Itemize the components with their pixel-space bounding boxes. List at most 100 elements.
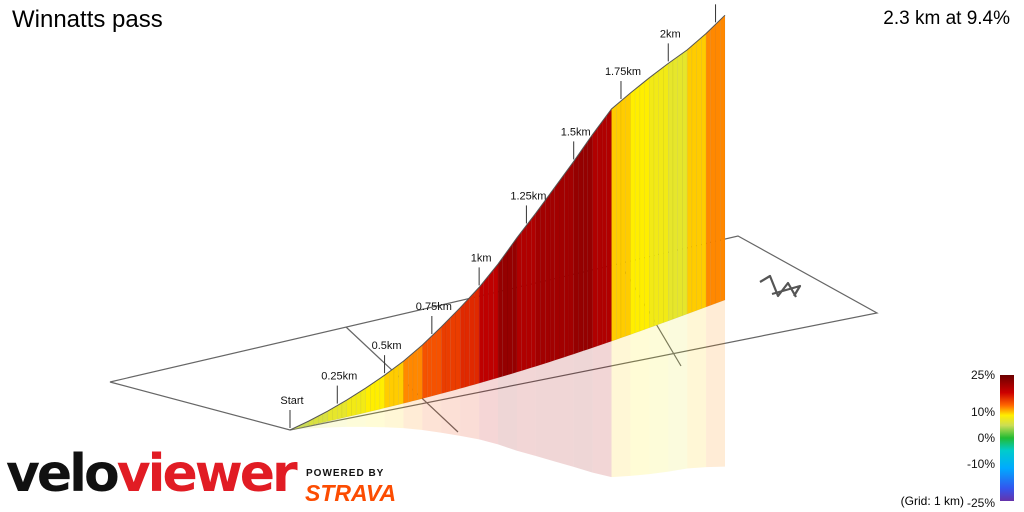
profile-segment	[540, 199, 546, 366]
profile-segment	[431, 330, 437, 397]
distance-marker: 1.75km	[605, 66, 641, 100]
distance-marker-label: 2km	[660, 28, 681, 40]
profile-segment	[474, 286, 480, 385]
profile-segment	[483, 275, 489, 383]
profile-segment	[398, 360, 404, 405]
profile-segment	[351, 393, 357, 417]
profile-segment	[511, 236, 518, 374]
profile-segment	[686, 45, 693, 315]
logo-part-velo: velo	[6, 444, 120, 504]
profile-segment	[691, 41, 697, 313]
profile-segment	[597, 120, 603, 347]
profile-outline	[289, 14, 726, 431]
distance-marker-label: 2.25km	[700, 0, 736, 1]
segment-summary: 2.3 km at 9.4%	[883, 8, 1010, 29]
chart-title: Winnatts pass	[12, 6, 163, 33]
profile-segment	[393, 364, 399, 407]
veloviewer-logo[interactable]: veloviewer	[6, 448, 298, 500]
profile-segment	[493, 263, 499, 380]
profile-segment	[436, 326, 442, 396]
distance-marker: Start	[280, 395, 304, 428]
legend-label: 25%	[971, 368, 995, 382]
profile-segment	[412, 348, 418, 402]
distance-marker: 2km	[660, 28, 681, 62]
gradient-legend: 25% 10% 0% -10% -25%	[967, 368, 1014, 510]
legend-label: 10%	[971, 405, 995, 419]
profile-segment	[710, 23, 716, 306]
shadow-segment	[687, 307, 707, 469]
profile-segment	[696, 37, 702, 311]
shadow-segment	[516, 366, 536, 456]
profile-segment	[407, 352, 414, 403]
profile-segment	[441, 321, 447, 394]
distance-marker: 1km	[471, 252, 492, 286]
profile-segment	[526, 218, 532, 370]
shadow-segment	[573, 347, 593, 473]
profile-segment	[668, 59, 674, 322]
shadow-segment	[630, 327, 650, 476]
legend-label: -25%	[967, 496, 995, 510]
profile-segment	[530, 212, 537, 369]
profile-segment	[639, 81, 645, 332]
distance-markers: Start 0.25km 0.5km 0.75km 1km 1.25km 1.5km 1.75…	[280, 0, 736, 428]
profile-segment	[701, 32, 707, 310]
profile-segment	[720, 14, 726, 303]
profile-segment	[582, 140, 589, 352]
profile-segment	[384, 371, 390, 409]
shadow-segment	[535, 360, 555, 462]
profile-segment	[578, 147, 584, 353]
profile-segment	[516, 230, 522, 373]
shadow-segment	[403, 398, 423, 430]
profile-segment	[592, 127, 598, 349]
profile-segment	[606, 108, 612, 344]
profile-segment	[365, 384, 371, 413]
profile-segment	[653, 70, 660, 327]
strava-logo[interactable]: STRAVA	[305, 480, 397, 506]
shadow-segment	[554, 354, 574, 467]
north-arrow-icon	[759, 274, 802, 298]
powered-by-label: POWERED BY	[306, 468, 385, 479]
profile-segment	[459, 302, 466, 389]
profile-segment	[663, 62, 669, 324]
logo-part-viewer: viewer	[116, 444, 298, 504]
profile-segment	[545, 193, 551, 364]
profile-segment	[705, 28, 712, 308]
profile-segment	[535, 205, 541, 367]
profile-segment	[355, 390, 362, 416]
profile-segment	[478, 280, 485, 384]
profile-segment	[672, 56, 678, 320]
shadow-segment	[460, 383, 480, 440]
grid-note: (Grid: 1 km)	[900, 494, 964, 508]
profile-segment	[502, 250, 508, 377]
profile-segment	[658, 66, 664, 325]
distance-marker-label: 0.5km	[372, 340, 402, 352]
distance-marker-label: 1.5km	[561, 126, 591, 138]
profile-segment	[616, 100, 622, 340]
profile-segment	[374, 377, 381, 411]
legend-label: -10%	[967, 457, 995, 471]
distance-marker-label: 0.25km	[321, 371, 357, 383]
profile-segment	[426, 335, 433, 398]
distance-marker: 0.5km	[372, 340, 402, 374]
profile-segment	[625, 92, 631, 337]
shadow-segment	[706, 300, 725, 468]
profile-segment	[677, 52, 683, 318]
profile-segment	[445, 316, 452, 393]
legend-label: 0%	[978, 431, 996, 445]
profile-segment	[620, 96, 626, 339]
shadow-segment	[498, 372, 517, 451]
shadow-segment	[441, 388, 461, 436]
profile-segment	[417, 344, 423, 401]
shadow-segment	[308, 421, 328, 429]
profile-segment	[450, 311, 456, 392]
shadow-segment	[327, 417, 347, 428]
distance-marker: 2.25km	[700, 0, 736, 23]
profile-segment	[573, 153, 579, 355]
profile-segment	[379, 374, 385, 410]
profile-segment	[455, 307, 461, 391]
profile-segment	[403, 356, 409, 404]
profile-segment	[611, 104, 617, 342]
profile-segment	[549, 186, 556, 363]
distance-marker-label: 0.75km	[416, 301, 452, 313]
